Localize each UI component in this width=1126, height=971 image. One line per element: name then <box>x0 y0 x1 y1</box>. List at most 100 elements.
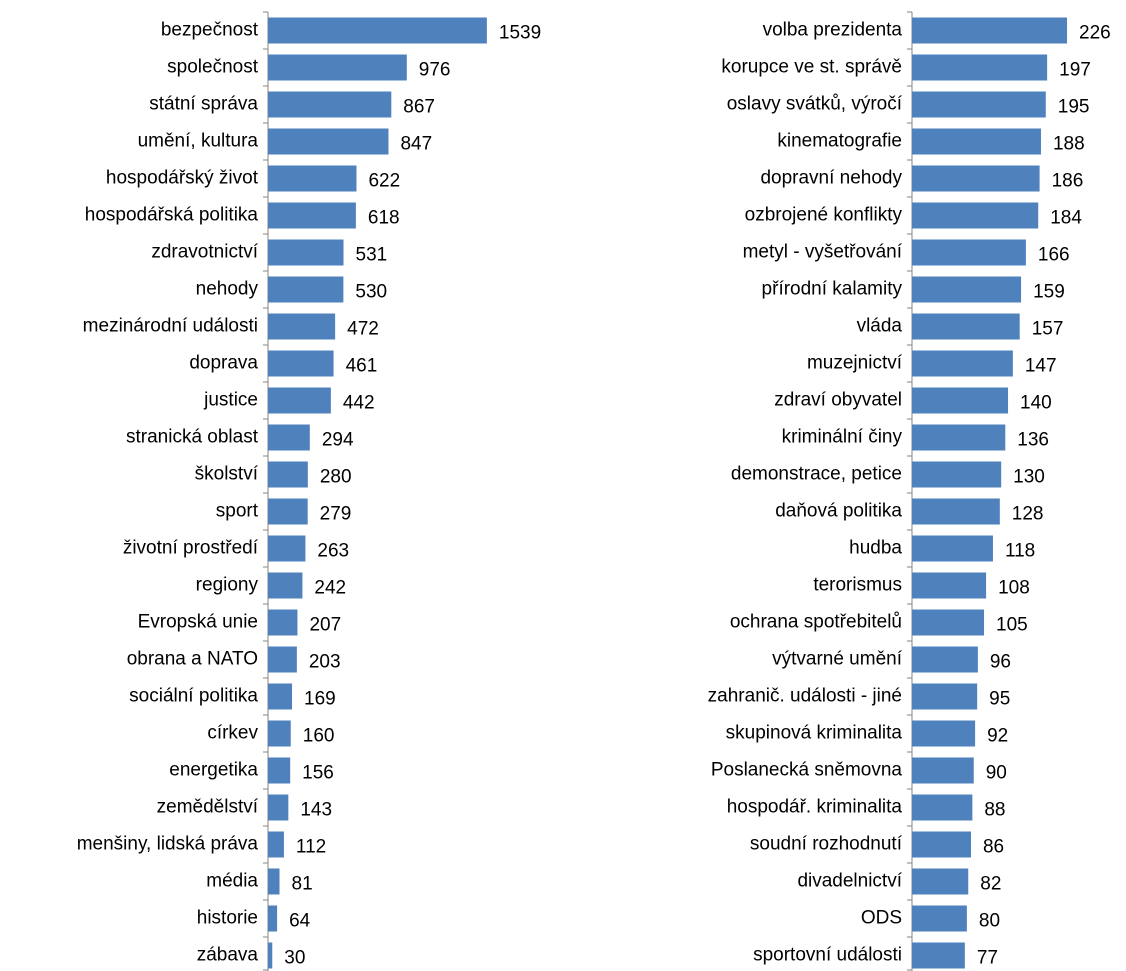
bar <box>268 942 273 969</box>
category-label: kinematografie <box>777 131 902 152</box>
category-label: menšiny, lidská práva <box>77 834 259 855</box>
bar <box>268 905 278 932</box>
bar <box>268 202 356 229</box>
value-label: 143 <box>300 800 332 821</box>
value-label: 197 <box>1059 60 1091 81</box>
value-label: 64 <box>289 911 311 932</box>
category-label: hudba <box>849 538 902 559</box>
bar <box>912 276 1022 303</box>
bar <box>268 757 291 784</box>
bar <box>268 609 298 636</box>
value-label: 95 <box>989 689 1010 710</box>
bar <box>268 17 487 44</box>
value-label: 263 <box>317 541 349 562</box>
bar <box>268 683 293 710</box>
category-label: Poslanecká sněmovna <box>711 760 903 781</box>
category-label: zemědělství <box>157 797 259 818</box>
bar <box>912 720 976 747</box>
value-label: 472 <box>347 319 379 340</box>
category-label: kriminální činy <box>782 427 903 448</box>
value-label: 136 <box>1017 430 1049 451</box>
category-label: oslavy svátků, výročí <box>727 94 903 115</box>
bar <box>268 572 303 599</box>
value-label: 140 <box>1020 393 1052 414</box>
category-label: státní správa <box>149 94 258 115</box>
bar <box>268 387 331 414</box>
category-label: bezpečnost <box>161 20 259 41</box>
bar <box>268 91 392 118</box>
bar <box>268 54 407 81</box>
value-label: 77 <box>977 948 998 969</box>
category-label: divadelnictví <box>797 871 902 892</box>
value-label: 118 <box>1005 541 1035 562</box>
bar <box>912 17 1068 44</box>
value-label: 108 <box>998 578 1030 599</box>
category-label: volba prezidenta <box>763 20 903 41</box>
value-label: 86 <box>983 837 1004 858</box>
category-label: metyl - vyšetřování <box>743 242 903 263</box>
category-label: energetika <box>169 760 258 781</box>
value-label: 82 <box>980 874 1001 895</box>
bar <box>268 276 344 303</box>
bar <box>912 313 1020 340</box>
value-label: 96 <box>990 652 1011 673</box>
value-label: 160 <box>303 726 335 747</box>
bar <box>912 646 978 673</box>
category-label: muzejnictví <box>807 353 903 374</box>
category-label: historie <box>197 908 258 929</box>
category-label: sport <box>216 501 259 522</box>
category-label: nehody <box>196 279 259 300</box>
category-label: dopravní nehody <box>760 168 902 189</box>
value-label: 88 <box>984 800 1005 821</box>
value-label: 461 <box>346 356 378 377</box>
category-label: doprava <box>189 353 258 374</box>
bar <box>912 350 1013 377</box>
bar <box>912 683 978 710</box>
value-label: 157 <box>1032 319 1064 340</box>
bar <box>912 868 969 895</box>
value-label: 80 <box>979 911 1000 932</box>
bar <box>268 831 284 858</box>
category-label: zahranič. události - jiné <box>708 686 902 707</box>
bar <box>912 757 974 784</box>
bar <box>268 313 336 340</box>
bar <box>268 461 308 488</box>
bar <box>268 350 334 377</box>
value-label: 847 <box>400 134 432 155</box>
category-label: výtvarné umění <box>772 649 903 670</box>
category-label: daňová politika <box>775 501 902 522</box>
value-label: 90 <box>986 763 1007 784</box>
value-label: 207 <box>309 615 341 636</box>
category-label: zábava <box>197 945 259 966</box>
bar <box>912 424 1006 451</box>
category-label: životní prostředí <box>123 538 259 559</box>
value-label: 531 <box>356 245 388 266</box>
category-label: umění, kultura <box>138 131 259 152</box>
bar <box>268 128 389 155</box>
category-label: hospodář. kriminalita <box>727 797 903 818</box>
bar <box>912 91 1046 118</box>
category-label: ozbrojené konflikty <box>745 205 903 226</box>
bar <box>268 720 291 747</box>
category-label: vláda <box>857 316 903 337</box>
value-label: 128 <box>1012 504 1044 525</box>
bar <box>912 498 1000 525</box>
value-label: 226 <box>1079 23 1111 44</box>
value-label: 242 <box>314 578 346 599</box>
category-label: mezinárodní události <box>83 316 258 337</box>
value-label: 867 <box>403 97 435 118</box>
value-label: 156 <box>302 763 334 784</box>
bar <box>912 572 987 599</box>
value-label: 130 <box>1013 467 1045 488</box>
category-label: terorismus <box>813 575 902 596</box>
bar <box>268 424 310 451</box>
value-label: 92 <box>987 726 1008 747</box>
value-label: 618 <box>368 208 400 229</box>
category-label: korupce ve st. správě <box>721 57 902 78</box>
value-label: 530 <box>355 282 387 303</box>
category-label: regiony <box>196 575 259 596</box>
bar <box>912 942 965 969</box>
category-label: ODS <box>861 908 902 929</box>
bar <box>912 165 1040 192</box>
